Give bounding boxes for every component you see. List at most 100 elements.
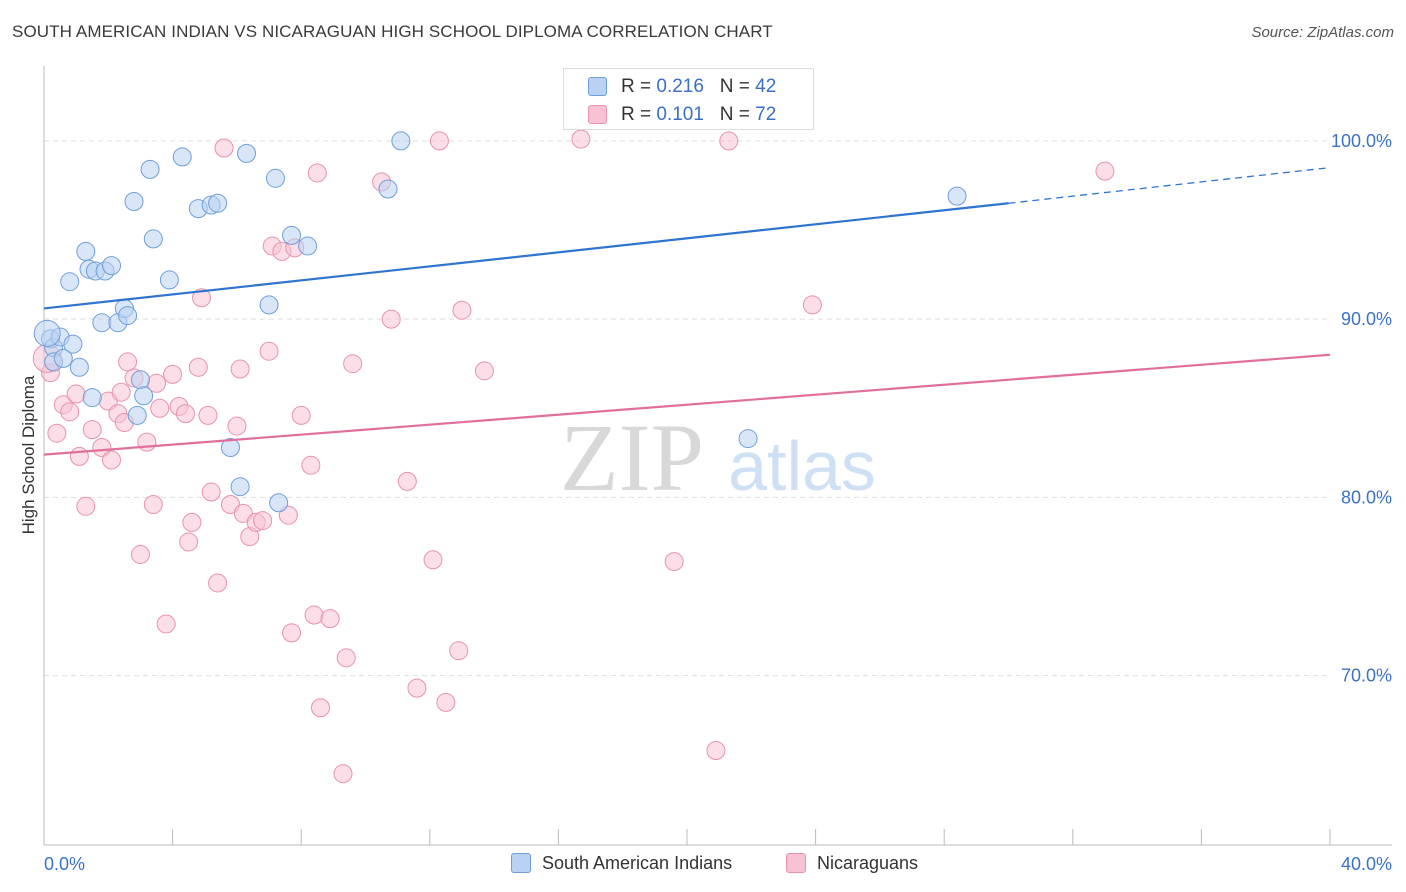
south-american-indian-point <box>118 306 138 326</box>
south-american-indian-point <box>102 256 122 276</box>
y-tick-label: 90.0% <box>1341 309 1392 329</box>
nicaraguan-point <box>423 550 443 570</box>
nicaraguan-point <box>208 573 228 593</box>
x-tick-label: 40.0% <box>1341 854 1392 874</box>
nicaraguan-point <box>802 295 822 315</box>
south-american-indian-point <box>230 477 250 497</box>
nicaraguan-point <box>150 398 170 418</box>
pink-trend-line <box>43 353 1331 456</box>
nicaraguan-point <box>307 163 327 183</box>
axes <box>43 66 1392 846</box>
nicaraguan-point <box>449 641 469 661</box>
blue-legend-label: South American Indians <box>542 853 733 873</box>
nicaraguan-point <box>201 482 221 502</box>
south-american-indian-point <box>947 186 967 206</box>
nicaraguan-point <box>214 138 234 158</box>
chart-title: SOUTH AMERICAN INDIAN VS NICARAGUAN HIGH… <box>12 22 773 41</box>
nicaraguan-point <box>76 496 96 516</box>
nicaraguan-point <box>320 609 340 629</box>
nicaraguan-point <box>436 692 456 712</box>
south-american-indian-point <box>172 147 192 167</box>
nicaraguan-point <box>397 471 417 491</box>
nicaraguan-point <box>343 354 363 374</box>
pink-r-value: 0.101 <box>656 104 704 125</box>
south-american-indian-point <box>282 225 302 245</box>
nicaraguan-point <box>304 605 324 625</box>
nicaraguan-point <box>282 623 302 643</box>
nicaraguan-point <box>175 404 195 424</box>
south-american-indian-point <box>92 313 112 333</box>
y-tick-label: 70.0% <box>1341 666 1392 686</box>
nicaraguan-point <box>143 495 163 515</box>
watermark-zip: ZIP <box>560 404 704 511</box>
nicaraguan-point <box>111 382 131 402</box>
nicaraguan-point <box>336 648 356 668</box>
pink-r-label: R = <box>621 104 657 125</box>
south-american-indian-point <box>127 405 147 425</box>
y-tick-label: 80.0% <box>1341 487 1392 507</box>
y-tick-labels: 100.0% 90.0% 80.0% 70.0% <box>1331 131 1392 686</box>
south-american-indians-points <box>33 131 967 513</box>
nicaraguan-point <box>137 432 157 452</box>
blue-n-value: 42 <box>755 76 777 97</box>
nicaraguan-point <box>47 423 67 443</box>
nicaraguan-point <box>198 405 218 425</box>
nicaraguan-point <box>333 764 353 784</box>
nicaraguan-point <box>381 309 401 329</box>
nicaraguan-point <box>156 614 176 634</box>
nicaraguan-point <box>253 511 273 531</box>
south-american-indian-point <box>259 295 279 315</box>
south-american-indian-point <box>298 236 318 256</box>
pink-legend-swatch <box>786 853 806 873</box>
south-american-indian-point <box>738 429 758 449</box>
pink-legend-label: Nicaraguans <box>817 853 919 873</box>
south-american-indian-point <box>237 143 257 163</box>
south-american-indian-point <box>143 229 163 249</box>
y-axis-label: High School Diploma <box>19 375 38 534</box>
nicaraguan-point <box>227 416 247 436</box>
south-american-indian-point <box>269 493 289 513</box>
pink-n-label: N = <box>719 104 756 125</box>
nicaraguan-point <box>664 552 684 572</box>
pink-swatch <box>588 105 607 124</box>
south-american-indian-point <box>53 348 73 368</box>
gridlines <box>44 140 1330 677</box>
south-american-indian-point <box>82 388 102 408</box>
blue-r-value: 0.216 <box>656 76 704 97</box>
nicaraguan-point <box>60 402 80 422</box>
nicaraguan-point <box>571 129 591 149</box>
blue-trend-extension <box>1008 166 1331 204</box>
nicaraguan-point <box>474 361 494 381</box>
y-tick-label: 100.0% <box>1331 131 1392 151</box>
x-tick-labels: 0.0% 40.0% <box>44 854 1392 874</box>
south-american-indian-point <box>159 270 179 290</box>
nicaraguan-point <box>102 450 122 470</box>
south-american-indian-point <box>378 179 398 199</box>
south-american-indian-point <box>124 191 144 211</box>
blue-n-label: N = <box>719 76 756 97</box>
blue-trend-line <box>43 202 1009 310</box>
south-american-indian-point <box>76 241 96 261</box>
south-american-indian-point <box>208 193 228 213</box>
south-american-indian-point <box>140 159 160 179</box>
blue-legend-swatch <box>511 853 531 873</box>
nicaraguan-point <box>66 384 86 404</box>
nicaraguan-point <box>69 446 89 466</box>
south-american-indian-point <box>220 437 240 457</box>
nicaraguan-point <box>179 532 199 552</box>
nicaraguan-point <box>188 357 208 377</box>
nicaraguan-point <box>310 698 330 718</box>
nicaraguan-point <box>407 678 427 698</box>
south-american-indian-point <box>265 168 285 188</box>
south-american-indian-point <box>391 131 411 151</box>
x-tick-label: 0.0% <box>44 854 85 874</box>
south-american-indian-point <box>63 334 83 354</box>
nicaraguan-point <box>291 405 311 425</box>
south-american-indian-point <box>130 370 150 390</box>
nicaraguan-point <box>118 352 138 372</box>
correlation-legend: R = 0.216 N = 42 R = 0.101 N = 72 <box>563 68 814 130</box>
nicaraguan-point <box>1095 161 1115 181</box>
source-label: Source: ZipAtlas.com <box>1251 24 1394 41</box>
trend-lines <box>43 166 1331 456</box>
